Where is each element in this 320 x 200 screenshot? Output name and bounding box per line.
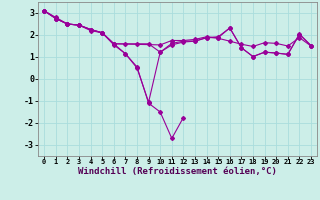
X-axis label: Windchill (Refroidissement éolien,°C): Windchill (Refroidissement éolien,°C) — [78, 167, 277, 176]
